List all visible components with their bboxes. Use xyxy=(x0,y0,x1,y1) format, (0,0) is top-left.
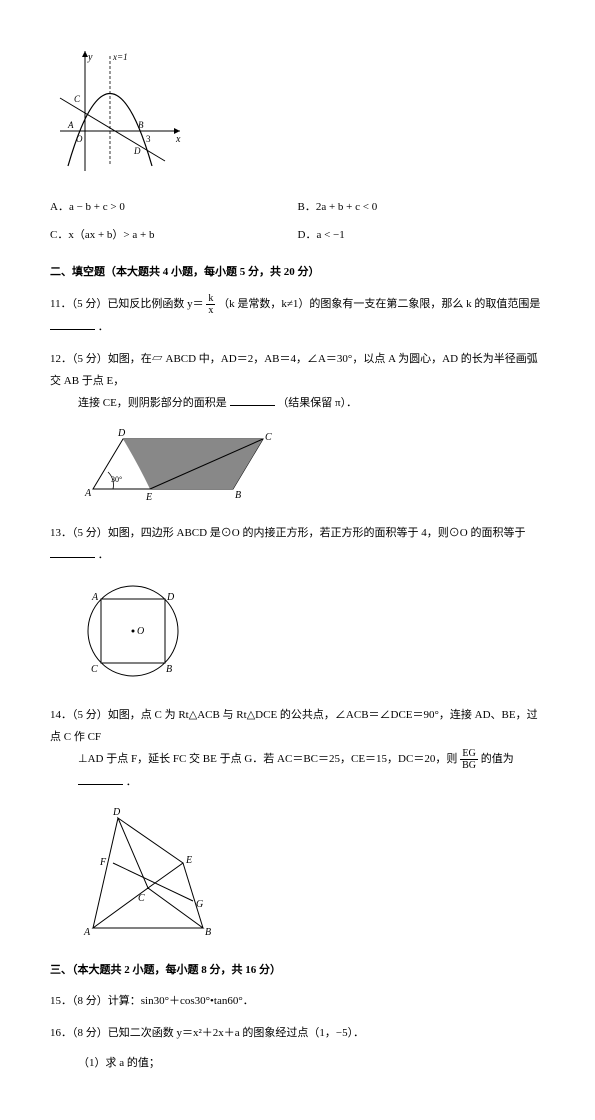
dashed-label: x=1 xyxy=(112,52,128,62)
q14-C: C xyxy=(138,893,145,904)
q16-sub1: （1）求 a 的值； xyxy=(78,1054,545,1074)
q14-E: E xyxy=(185,855,192,866)
choice-a: A．a − b + c > 0 xyxy=(50,198,298,218)
q12-line2: 连接 CE，则阴影部分的面积是 （结果保留 π）． xyxy=(50,392,545,414)
tri-dce xyxy=(118,818,183,888)
center-dot xyxy=(132,629,135,632)
q14-line2: ⊥AD 于点 F，延长 FC 交 BE 于点 G．若 AC＝BC＝25，CE＝1… xyxy=(50,748,545,793)
q14-line1: 14．（5 分）如图，点 C 为 Rt△ACB 与 Rt△DCE 的公共点，∠A… xyxy=(50,704,545,748)
q12-angle: 30° xyxy=(111,475,122,484)
q16: 16．（8 分）已知二次函数 y＝x²＋2x＋a 的图象经过点（1，−5）． xyxy=(50,1022,545,1044)
q14-den: BG xyxy=(460,760,478,771)
y-label: y xyxy=(87,52,93,63)
shade xyxy=(123,439,263,489)
section2-title: 二、填空题（本大题共 4 小题，每小题 5 分，共 20 分） xyxy=(50,263,545,283)
q12-l2b: （结果保留 π）． xyxy=(277,397,357,409)
q14-l2a: ⊥AD 于点 F，延长 FC 交 BE 于点 G．若 AC＝BC＝25，CE＝1… xyxy=(78,753,457,765)
q12-C: C xyxy=(265,432,272,443)
q14-frac: EG BG xyxy=(460,748,478,771)
q11-frac: k x xyxy=(206,293,215,316)
q11-suffix: ． xyxy=(98,321,109,333)
q12-B: B xyxy=(235,490,241,501)
choice-d: D．a < −1 xyxy=(298,226,546,246)
choice-c: C．x（ax + b）> a + b xyxy=(50,226,298,246)
q15: 15．（8 分）计算：sin30°＋cos30°•tan60°． xyxy=(50,990,545,1012)
q14: 14．（5 分）如图，点 C 为 Rt△ACB 与 Rt△DCE 的公共点，∠A… xyxy=(50,704,545,793)
line xyxy=(60,98,165,161)
q14-F: F xyxy=(99,857,107,868)
q13-suffix: ． xyxy=(98,549,109,561)
q13: 13．（5 分）如图，四边形 ABCD 是⊙O 的内接正方形，若正方形的面积等于… xyxy=(50,522,545,566)
q11-mid: （k 是常数，k≠1）的图象有一支在第二象限，那么 k 的取值范围是 xyxy=(218,298,540,310)
q11-den: x xyxy=(206,305,215,316)
q13-O: O xyxy=(137,626,144,637)
q12-svg: A B C D E 30° xyxy=(78,424,278,504)
q13-C: C xyxy=(91,664,98,675)
q12-E: E xyxy=(145,492,152,503)
q13-text: 13．（5 分）如图，四边形 ABCD 是⊙O 的内接正方形，若正方形的面积等于… xyxy=(50,527,525,539)
q13-svg: A B C D O xyxy=(78,576,188,686)
q10-figure: y x=1 x A B C D O 3 xyxy=(50,46,545,184)
q11-prefix: 11．（5 分）已知反比例函数 y＝ xyxy=(50,298,204,310)
q10-graph-svg: y x=1 x A B C D O 3 xyxy=(50,46,190,176)
q12-line1: 12．（5 分）如图，在▱ ABCD 中，AD＝2，AB＝4，∠A＝30°，以点… xyxy=(50,348,545,392)
q14-B: B xyxy=(205,927,211,938)
q13-D: D xyxy=(166,592,175,603)
tri-acb xyxy=(93,888,203,928)
q14-num: EG xyxy=(460,748,478,760)
labelO: O xyxy=(76,134,83,144)
q14-figure: A B C D E F G xyxy=(50,803,545,951)
labelD: D xyxy=(133,146,141,156)
q10-choices: A．a − b + c > 0 B．2a + b + c < 0 C．x（ax … xyxy=(50,194,545,250)
section3-title: 三、（本大题共 2 小题，每小题 8 分，共 16 分） xyxy=(50,961,545,981)
q11-blank xyxy=(50,317,95,330)
q14-suffix: ． xyxy=(126,776,137,788)
labelC: C xyxy=(74,94,81,104)
q13-A: A xyxy=(91,592,99,603)
q11-num: k xyxy=(206,293,215,305)
be xyxy=(183,863,203,928)
q12: 12．（5 分）如图，在▱ ABCD 中，AD＝2，AB＝4，∠A＝30°，以点… xyxy=(50,348,545,414)
q12-figure: A B C D E 30° xyxy=(50,424,545,512)
q11: 11．（5 分）已知反比例函数 y＝ k x （k 是常数，k≠1）的图象有一支… xyxy=(50,293,545,338)
q14-D: D xyxy=(112,807,121,818)
q13-blank xyxy=(50,545,95,558)
q14-l2b: 的值为 xyxy=(481,753,514,765)
tick3: 3 xyxy=(146,134,151,144)
q12-blank xyxy=(230,393,275,406)
q12-D: D xyxy=(117,428,126,439)
choice-b: B．2a + b + c < 0 xyxy=(298,198,546,218)
q14-svg: A B C D E F G xyxy=(78,803,238,943)
q12-l2a: 连接 CE，则阴影部分的面积是 xyxy=(78,397,227,409)
labelB: B xyxy=(138,120,144,130)
q13-B: B xyxy=(166,664,172,675)
ad xyxy=(93,818,118,928)
q14-G: G xyxy=(196,899,203,910)
fg xyxy=(113,863,193,901)
q13-figure: A B C D O xyxy=(50,576,545,694)
labelA: A xyxy=(67,120,74,130)
q12-A: A xyxy=(84,488,92,499)
q14-A: A xyxy=(83,927,91,938)
x-label: x xyxy=(175,134,181,145)
q14-blank xyxy=(78,772,123,785)
